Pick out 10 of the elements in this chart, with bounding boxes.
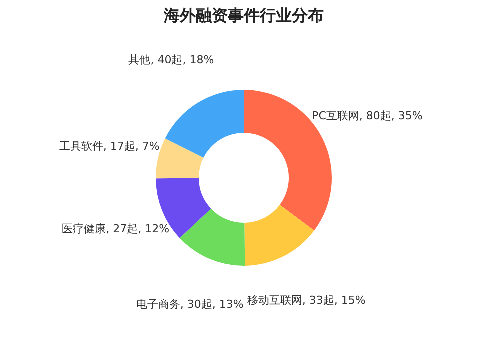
slice-label: 移动互联网, 33起, 15% — [247, 294, 366, 307]
slice-label: 其他, 40起, 18% — [128, 54, 214, 67]
slice-label: PC互联网, 80起, 35% — [312, 109, 423, 122]
chart-title: 海外融资事件行业分布 — [163, 6, 324, 25]
donut-slice — [165, 90, 244, 158]
slice-label: 工具软件, 17起, 7% — [59, 140, 160, 153]
slice-label: 医疗健康, 27起, 12% — [62, 222, 170, 236]
slice-label: 电子商务, 30起, 13% — [136, 298, 244, 312]
donut-slice — [180, 208, 246, 266]
donut-slice — [244, 205, 314, 266]
